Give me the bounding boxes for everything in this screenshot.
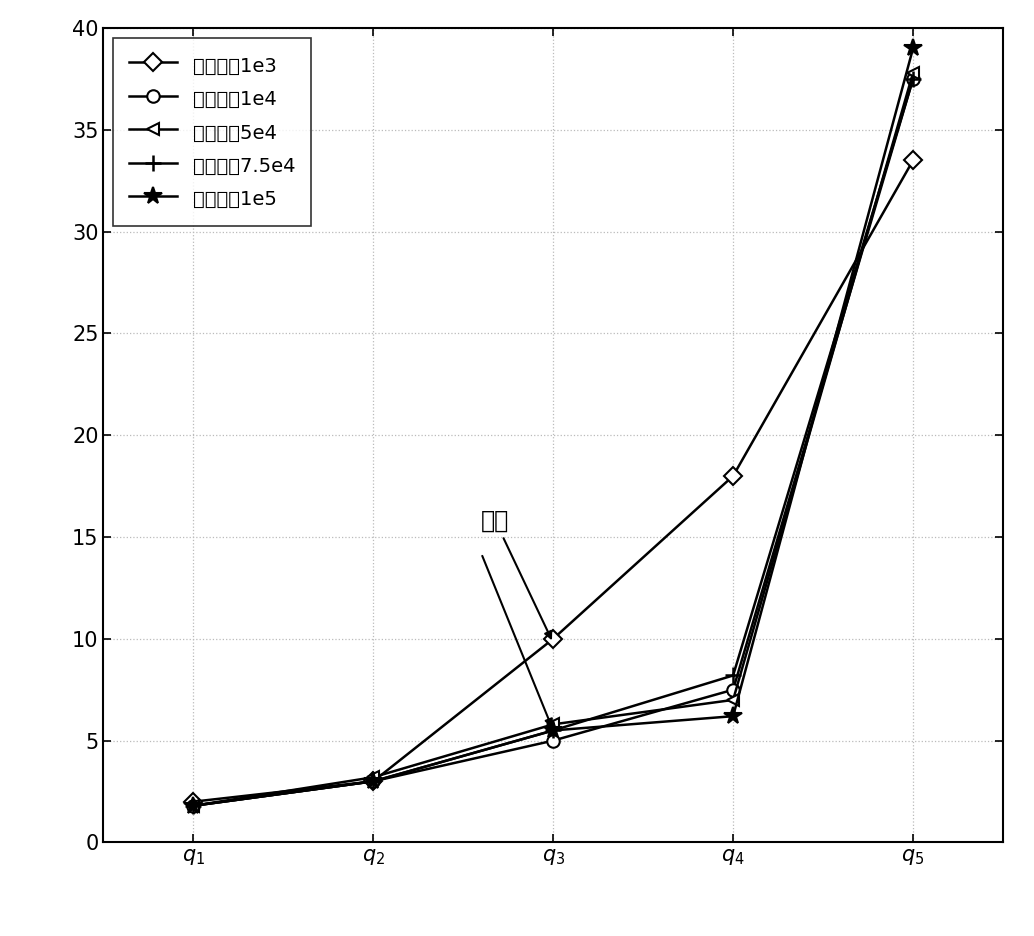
Line: 样本数为7.5e4: 样本数为7.5e4 [186, 71, 920, 813]
样本数为1e3 [907, 154, 919, 166]
样本数为5e4 [907, 67, 919, 79]
样本数为7.5e4 [187, 800, 200, 812]
Line: 样本数为5e4: 样本数为5e4 [187, 66, 919, 812]
Text: 门限: 门限 [481, 509, 551, 638]
样本数为1e4 [907, 73, 919, 84]
样本数为1e3 [727, 470, 739, 481]
样本数为7.5e4 [727, 670, 739, 681]
样本数为5e4 [187, 800, 200, 812]
样本数为5e4 [547, 719, 559, 730]
样本数为1e5 [187, 800, 200, 812]
样本数为1e4 [547, 735, 559, 746]
样本数为1e5 [367, 776, 379, 787]
Line: 样本数为1e4: 样本数为1e4 [187, 73, 919, 812]
样本数为1e5 [907, 43, 919, 54]
Legend: 样本数为1e3, 样本数为1e4, 样本数为5e4, 样本数为7.5e4, 样本数为1e5: 样本数为1e3, 样本数为1e4, 样本数为5e4, 样本数为7.5e4, 样本… [113, 37, 311, 227]
样本数为7.5e4 [367, 776, 379, 787]
样本数为7.5e4 [907, 73, 919, 84]
样本数为1e5 [547, 724, 559, 736]
样本数为1e4 [187, 800, 200, 812]
样本数为5e4 [727, 695, 739, 706]
样本数为1e5 [727, 710, 739, 722]
样本数为1e4 [727, 684, 739, 695]
样本数为1e3 [187, 796, 200, 807]
Line: 样本数为1e3: 样本数为1e3 [187, 154, 919, 808]
样本数为1e3 [367, 776, 379, 787]
样本数为1e3 [547, 633, 559, 644]
样本数为5e4 [367, 771, 379, 782]
样本数为7.5e4 [547, 724, 559, 736]
Line: 样本数为1e5: 样本数为1e5 [184, 39, 922, 814]
样本数为1e4 [367, 776, 379, 787]
